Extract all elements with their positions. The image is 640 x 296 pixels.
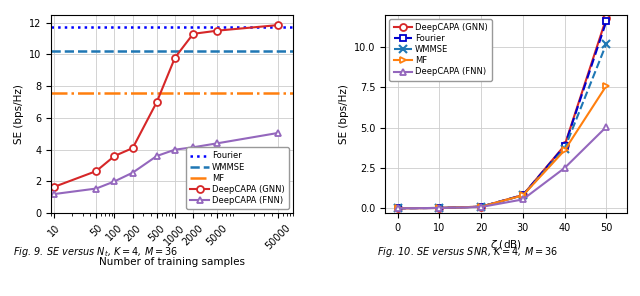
- MF: [394, 207, 401, 210]
- DeepCAPA (FNN): [50, 192, 58, 196]
- DeepCAPA (FNN): [129, 171, 136, 174]
- WMMSE: [602, 42, 610, 46]
- MF: [519, 194, 527, 197]
- Fourier: [561, 144, 568, 148]
- Fourier: [477, 205, 485, 208]
- DeepCAPA (GNN): [436, 206, 444, 210]
- MF: [602, 84, 610, 88]
- DeepCAPA (FNN): [394, 207, 401, 210]
- MF: [561, 149, 568, 152]
- DeepCAPA (GNN): [129, 146, 136, 150]
- Line: Fourier: Fourier: [394, 18, 610, 212]
- MF: [477, 205, 485, 208]
- DeepCAPA (FNN): [213, 141, 221, 145]
- DeepCAPA (FNN): [171, 148, 179, 152]
- DeepCAPA (GNN): [50, 185, 58, 189]
- DeepCAPA (FNN): [519, 198, 527, 201]
- Line: MF: MF: [394, 82, 610, 212]
- DeepCAPA (GNN): [153, 100, 161, 104]
- Legend: Fourier, WMMSE, MF, DeepCAPA (GNN), DeepCAPA (FNN): Fourier, WMMSE, MF, DeepCAPA (GNN), Deep…: [186, 147, 289, 209]
- DeepCAPA (GNN): [602, 16, 610, 20]
- Line: DeepCAPA (GNN): DeepCAPA (GNN): [51, 22, 281, 190]
- Fourier: [436, 206, 444, 210]
- WMMSE: [561, 147, 568, 150]
- WMMSE: [394, 207, 401, 210]
- Fourier: [394, 207, 401, 210]
- Text: Fig. 9. SE versus $N_t$, $K=4$, $M=36$: Fig. 9. SE versus $N_t$, $K=4$, $M=36$: [13, 244, 179, 259]
- Y-axis label: SE (bps/Hz): SE (bps/Hz): [13, 84, 24, 144]
- DeepCAPA (FNN): [561, 166, 568, 170]
- Line: DeepCAPA (GNN): DeepCAPA (GNN): [394, 15, 610, 212]
- DeepCAPA (FNN): [189, 146, 197, 149]
- DeepCAPA (FNN): [153, 154, 161, 158]
- DeepCAPA (FNN): [274, 131, 282, 135]
- DeepCAPA (FNN): [111, 180, 118, 183]
- WMMSE: [519, 194, 527, 197]
- MF: [436, 206, 444, 210]
- DeepCAPA (GNN): [92, 169, 100, 173]
- WMMSE: [477, 205, 485, 208]
- Y-axis label: SE (bps/Hz): SE (bps/Hz): [339, 84, 349, 144]
- DeepCAPA (GNN): [477, 205, 485, 208]
- DeepCAPA (FNN): [477, 205, 485, 209]
- DeepCAPA (FNN): [436, 206, 444, 210]
- WMMSE: [436, 206, 444, 210]
- DeepCAPA (GNN): [519, 193, 527, 197]
- X-axis label: Number of training samples: Number of training samples: [99, 257, 245, 267]
- DeepCAPA (GNN): [171, 56, 179, 59]
- Line: DeepCAPA (FNN): DeepCAPA (FNN): [394, 123, 610, 212]
- DeepCAPA (GNN): [394, 207, 401, 210]
- DeepCAPA (GNN): [561, 144, 568, 147]
- Line: WMMSE: WMMSE: [394, 40, 611, 213]
- DeepCAPA (GNN): [274, 23, 282, 27]
- Line: DeepCAPA (FNN): DeepCAPA (FNN): [51, 130, 281, 197]
- DeepCAPA (FNN): [602, 125, 610, 129]
- Legend: DeepCAPA (GNN), Fourier, WMMSE, MF, DeepCAPA (FNN): DeepCAPA (GNN), Fourier, WMMSE, MF, Deep…: [389, 19, 492, 81]
- Fourier: [602, 20, 610, 23]
- DeepCAPA (GNN): [213, 29, 221, 33]
- DeepCAPA (GNN): [111, 154, 118, 158]
- DeepCAPA (GNN): [189, 32, 197, 36]
- X-axis label: $\zeta$ (dB): $\zeta$ (dB): [490, 238, 522, 252]
- Fourier: [519, 193, 527, 197]
- DeepCAPA (FNN): [92, 187, 100, 190]
- Text: Fig. 10. SE versus SNR, $K=4$, $M=36$: Fig. 10. SE versus SNR, $K=4$, $M=36$: [376, 244, 558, 259]
